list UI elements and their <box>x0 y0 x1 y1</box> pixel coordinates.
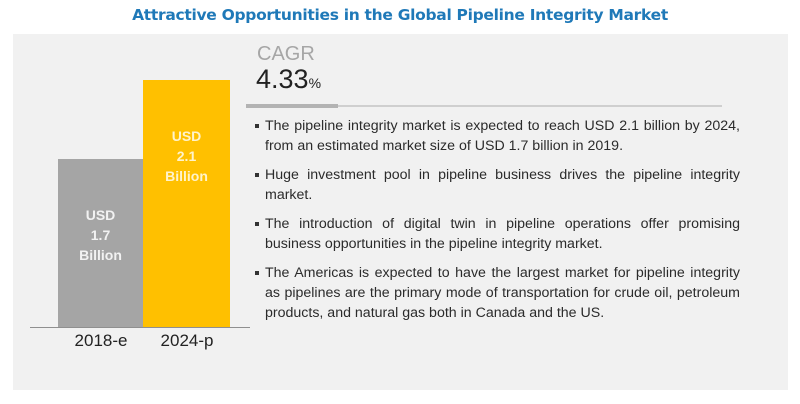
bar-2018-unit: Billion <box>79 247 122 263</box>
bullet-text: The pipeline integrity market is expecte… <box>265 118 740 154</box>
bullet-square-icon <box>255 271 259 275</box>
bar-2024-unit: Billion <box>165 168 208 184</box>
divider-accent <box>246 104 338 108</box>
bar-2024-currency: USD <box>171 128 202 144</box>
bullet-text: The Americas is expected to have the lar… <box>265 265 740 321</box>
bullet-item: The Americas is expected to have the lar… <box>255 263 740 323</box>
cagr-unit: % <box>308 75 322 91</box>
x-tick-2024: 2024-p <box>160 331 214 350</box>
bar-2024-value: 2.1 <box>176 148 197 164</box>
bar-2018-label: USD 1.7 Billion <box>79 205 122 265</box>
bullet-item: The introduction of digital twin in pipe… <box>255 214 740 254</box>
page-title: Attractive Opportunities in the Global P… <box>132 6 668 24</box>
infographic-panel: USD 1.7 Billion USD 2.1 Billion 2018-e 2… <box>13 34 788 390</box>
x-tick-2018: 2018-e <box>74 331 128 350</box>
cagr-number: 4.33 <box>256 64 309 94</box>
cagr-value: 4.33% <box>256 64 321 95</box>
bar-2018-value: 1.7 <box>90 227 111 243</box>
divider-line <box>246 105 722 107</box>
bullet-square-icon <box>255 173 259 177</box>
bar-2018-currency: USD <box>85 207 116 223</box>
bullet-item: The pipeline integrity market is expecte… <box>255 116 740 156</box>
cagr-label: CAGR <box>257 43 315 65</box>
bar-2024: USD 2.1 Billion <box>143 80 230 327</box>
bar-2018: USD 1.7 Billion <box>58 159 143 327</box>
bullet-text: Huge investment pool in pipeline busines… <box>265 167 740 203</box>
bar-2024-label: USD 2.1 Billion <box>165 126 208 186</box>
bullet-square-icon <box>255 124 259 128</box>
bullet-text: The introduction of digital twin in pipe… <box>265 216 740 252</box>
bullet-list: The pipeline integrity market is expecte… <box>255 116 740 332</box>
x-axis-line <box>30 327 250 328</box>
bullet-item: Huge investment pool in pipeline busines… <box>255 165 740 205</box>
bullet-square-icon <box>255 222 259 226</box>
